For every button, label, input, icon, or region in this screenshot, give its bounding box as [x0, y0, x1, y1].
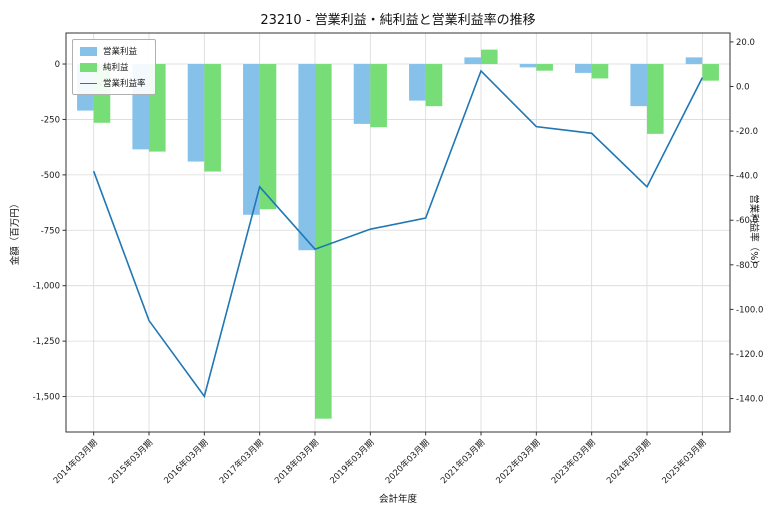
bar	[630, 64, 647, 107]
x-tick-label: 2015年03月期	[106, 437, 155, 486]
left-tick-label: -250	[41, 115, 60, 125]
bar-series-1	[93, 49, 719, 419]
right-tick-label: 0.0	[736, 82, 750, 92]
legend-swatch-operating-margin-line	[80, 82, 97, 84]
x-axis-label: 会計年度	[378, 494, 417, 505]
right-tick-label: -140.0	[736, 395, 763, 405]
left-tick-label: -750	[41, 226, 60, 236]
bar	[409, 64, 426, 101]
x-tick-label: 2017年03月期	[217, 437, 266, 486]
left-tick-label: -500	[41, 171, 60, 181]
bar	[481, 49, 498, 65]
right-tick-label: 20.0	[736, 38, 755, 48]
x-tick-label: 2024年03月期	[604, 437, 653, 486]
bar	[591, 64, 609, 79]
y-axis-label-left: 金額（百万円）	[10, 198, 21, 266]
x-tick-label: 2019年03月期	[328, 437, 377, 486]
bar	[702, 64, 719, 81]
legend-label-operating-profit: 営業利益	[103, 47, 138, 57]
bar	[353, 64, 371, 124]
right-tick-label: -20.0	[736, 127, 758, 137]
legend-item-operating-margin: 営業利益率	[80, 77, 146, 89]
axis-tick-marks	[62, 41, 734, 436]
right-tick-label: -40.0	[736, 172, 758, 182]
x-tick-label: 2016年03月期	[162, 437, 211, 486]
right-tick-label: -80.0	[736, 261, 758, 271]
left-tick-label: 0	[55, 60, 60, 70]
bar	[685, 57, 703, 65]
gridlines	[66, 33, 730, 432]
legend-swatch-net-profit	[80, 62, 97, 72]
bar	[243, 64, 260, 215]
right-tick-label: -120.0	[736, 350, 763, 360]
legend: 営業利益 純利益 営業利益率	[72, 39, 156, 95]
legend-swatch-operating-profit	[80, 46, 97, 56]
legend-item-operating-profit: 営業利益	[80, 45, 146, 57]
left-tick-label: -1,500	[33, 393, 60, 403]
bar	[647, 64, 664, 134]
x-tick-label: 2020年03月期	[383, 437, 432, 486]
plot-border	[65, 32, 731, 433]
y-axis-label-right: 営業利益率（%）	[748, 194, 759, 270]
bar	[425, 64, 443, 107]
bar	[298, 64, 315, 251]
left-tick-label: -1,000	[33, 282, 60, 292]
x-tick-label: 2018年03月期	[272, 437, 321, 486]
line-series-operating-margin	[92, 69, 704, 399]
legend-label-operating-margin: 営業利益率	[103, 79, 146, 89]
bar	[204, 64, 221, 172]
chart-title: 23210 - 営業利益・純利益と営業利益率の推移	[260, 13, 536, 28]
bar	[575, 64, 592, 73]
x-tick-label: 2014年03月期	[51, 437, 100, 486]
bar	[315, 64, 332, 419]
bar	[536, 64, 553, 71]
bar	[370, 64, 387, 128]
right-tick-label: -60.0	[736, 216, 758, 226]
legend-item-net-profit: 純利益	[80, 61, 146, 73]
legend-label-net-profit: 純利益	[103, 63, 129, 73]
bar	[259, 64, 277, 210]
x-tick-label: 2023年03月期	[549, 437, 598, 486]
x-tick-label: 2022年03月期	[494, 437, 543, 486]
bar	[464, 57, 481, 65]
right-tick-label: -100.0	[736, 305, 763, 315]
x-tick-label: 2021年03月期	[438, 437, 487, 486]
bar-series-0	[77, 57, 703, 251]
bar	[187, 64, 205, 162]
x-tick-label: 2025年03月期	[660, 437, 709, 486]
left-tick-label: -1,250	[33, 337, 60, 347]
bar	[519, 64, 537, 68]
